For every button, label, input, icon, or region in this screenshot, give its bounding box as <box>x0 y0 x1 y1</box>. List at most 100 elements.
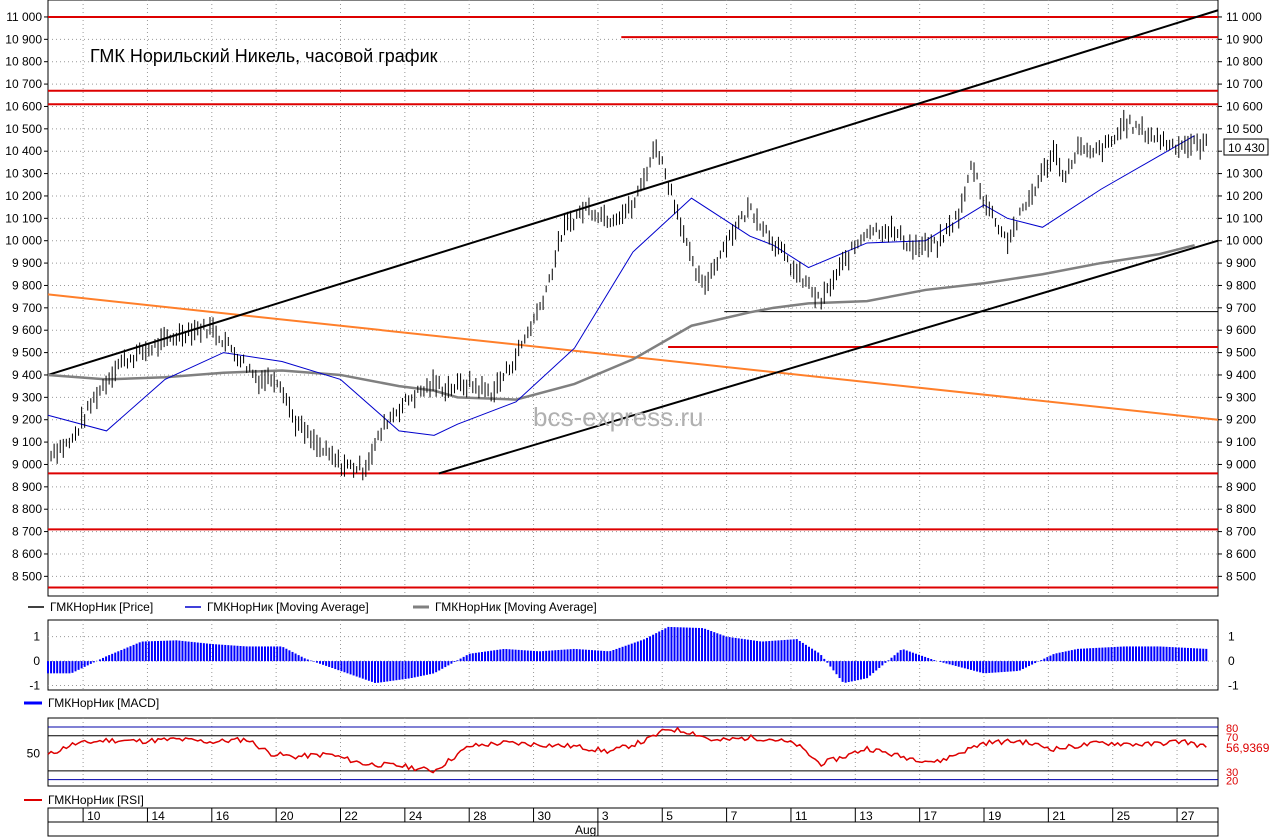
y-tick-label-left: 9 000 <box>12 457 42 471</box>
x-tick-label: 21 <box>1052 809 1066 823</box>
y-tick-label-right: 10 200 <box>1226 189 1263 203</box>
moving-average-fast-line <box>47 135 1195 436</box>
y-tick-label-left: 10 900 <box>5 32 42 46</box>
y-tick-label-left: 9 500 <box>12 346 42 360</box>
price-lines <box>47 9 1219 481</box>
x-tick-label: 3 <box>602 809 609 823</box>
x-tick-label: 20 <box>280 809 294 823</box>
macd-grid <box>48 620 1218 690</box>
y-tick-label-left: 9 700 <box>12 301 42 315</box>
macd-tick-label-right: -1 <box>1228 679 1239 693</box>
channel-lower-line <box>438 239 1219 475</box>
y-tick-label-left: 10 500 <box>5 122 42 136</box>
price-legend: ГМКНорНик [Price] ГМКНорНик [Moving Avera… <box>28 600 597 614</box>
x-tick-label: 27 <box>1181 809 1195 823</box>
y-tick-label-right: 9 600 <box>1226 323 1256 337</box>
macd-histogram <box>47 626 1208 683</box>
y-tick-label-right: 10 800 <box>1226 55 1263 69</box>
moving-average-slow-line <box>47 243 1195 401</box>
last-price-marker: 10 430 <box>1223 138 1269 156</box>
chart-title: ГМК Норильский Никель, часовой график <box>90 46 438 66</box>
x-tick-label: 30 <box>538 809 552 823</box>
y-tick-label-right: 10 900 <box>1226 32 1263 46</box>
y-tick-label-left: 8 900 <box>12 480 42 494</box>
y-tick-label-left: 10 100 <box>5 211 42 225</box>
rsi-line-path <box>47 726 1207 774</box>
y-tick-label-right: 10 000 <box>1226 234 1263 248</box>
y-tick-label-left: 9 100 <box>12 435 42 449</box>
price-grid <box>48 0 1218 596</box>
y-tick-label-left: 10 000 <box>5 234 42 248</box>
rsi-level-label: 30 <box>1226 767 1238 779</box>
last-price-label: 10 430 <box>1228 141 1265 155</box>
x-tick-label: 28 <box>473 809 487 823</box>
x-tick-label: 19 <box>988 809 1002 823</box>
y-tick-label-right: 9 100 <box>1226 435 1256 449</box>
y-tick-label-right: 9 400 <box>1226 368 1256 382</box>
y-tick-label-right: 9 700 <box>1226 301 1256 315</box>
y-tick-label-left: 9 300 <box>12 390 42 404</box>
macd-tick-label-left: 0 <box>33 654 40 668</box>
rsi-level-label: 80 <box>1226 723 1238 735</box>
y-tick-label-right: 10 500 <box>1226 122 1263 136</box>
x-tick-label: 17 <box>924 809 938 823</box>
watermark: bcs-express.ru <box>533 402 704 432</box>
orange-trend-line <box>47 293 1219 421</box>
macd-tick-label-left: -1 <box>29 679 40 693</box>
y-tick-label-right: 9 800 <box>1226 278 1256 292</box>
x-tick-label: 16 <box>216 809 230 823</box>
rsi-line <box>47 726 1207 774</box>
y-tick-label-left: 8 600 <box>12 547 42 561</box>
price-levels <box>48 15 1218 589</box>
macd-tick-label-left: 1 <box>33 630 40 644</box>
macd-panel-frame <box>47 619 1219 691</box>
y-tick-label-right: 10 600 <box>1226 99 1263 113</box>
y-tick-label-left: 10 600 <box>5 99 42 113</box>
y-tick-label-right: 10 100 <box>1226 211 1263 225</box>
y-tick-label-right: 9 500 <box>1226 346 1256 360</box>
macd-tick-label-right: 0 <box>1228 654 1235 668</box>
y-tick-label-right: 9 000 <box>1226 457 1256 471</box>
x-axis: 10 14 16 20 22 24 28 30 3 5 7 11 13 17 19 21 25 27 <box>82 808 1195 836</box>
x-tick-label: 10 <box>87 809 101 823</box>
y-tick-label-right: 8 500 <box>1226 569 1256 583</box>
y-tick-label-left: 9 400 <box>12 368 42 382</box>
y-tick-label-right: 8 600 <box>1226 547 1256 561</box>
y-tick-label-left: 8 500 <box>12 569 42 583</box>
legend-label-1: ГМКНорНик [Moving Average] <box>207 600 369 614</box>
y-tick-label-left: 10 700 <box>5 77 42 91</box>
x-tick-label: 5 <box>666 809 673 823</box>
y-tick-label-left: 10 400 <box>5 144 42 158</box>
rsi-panel-frame <box>47 717 1219 787</box>
macd-tick-label-right: 1 <box>1228 630 1235 644</box>
x-tick-label: 7 <box>731 809 738 823</box>
macd-legend-label: ГМКНорНик [MACD] <box>48 696 159 710</box>
price-y-axis: 8 500 8 500 8 600 8 600 8 700 8 700 8 800 8 800… <box>5 10 1263 583</box>
x-tick-label: 14 <box>151 809 165 823</box>
rsi-level-label: 20 <box>1226 776 1238 788</box>
x-tick-label: 11 <box>795 809 808 823</box>
y-tick-label-left: 9 800 <box>12 278 42 292</box>
legend-label-2: ГМКНорНик [Moving Average] <box>435 600 597 614</box>
y-tick-label-right: 9 200 <box>1226 413 1256 427</box>
month-label: Aug <box>575 823 596 837</box>
y-tick-label-right: 11 000 <box>1226 10 1262 24</box>
rsi-legend-label: ГМКНорНик [RSI] <box>48 793 144 807</box>
y-tick-label-right: 9 900 <box>1226 256 1256 270</box>
y-tick-label-left: 8 800 <box>12 502 42 516</box>
x-tick-label: 13 <box>859 809 873 823</box>
y-tick-label-right: 8 800 <box>1226 502 1256 516</box>
y-tick-label-right: 10 300 <box>1226 167 1263 181</box>
channel-upper-line <box>47 9 1219 376</box>
rsi-last-value-label: 56,9369 <box>1226 741 1270 755</box>
rsi-grid <box>48 718 1218 786</box>
y-tick-label-left: 11 000 <box>6 10 42 24</box>
y-tick-label-left: 9 600 <box>12 323 42 337</box>
y-tick-label-right: 8 900 <box>1226 480 1256 494</box>
x-tick-label: 24 <box>409 809 423 823</box>
y-tick-label-left: 9 900 <box>12 256 42 270</box>
x-tick-label: 25 <box>1117 809 1131 823</box>
y-tick-label-left: 8 700 <box>12 525 42 539</box>
